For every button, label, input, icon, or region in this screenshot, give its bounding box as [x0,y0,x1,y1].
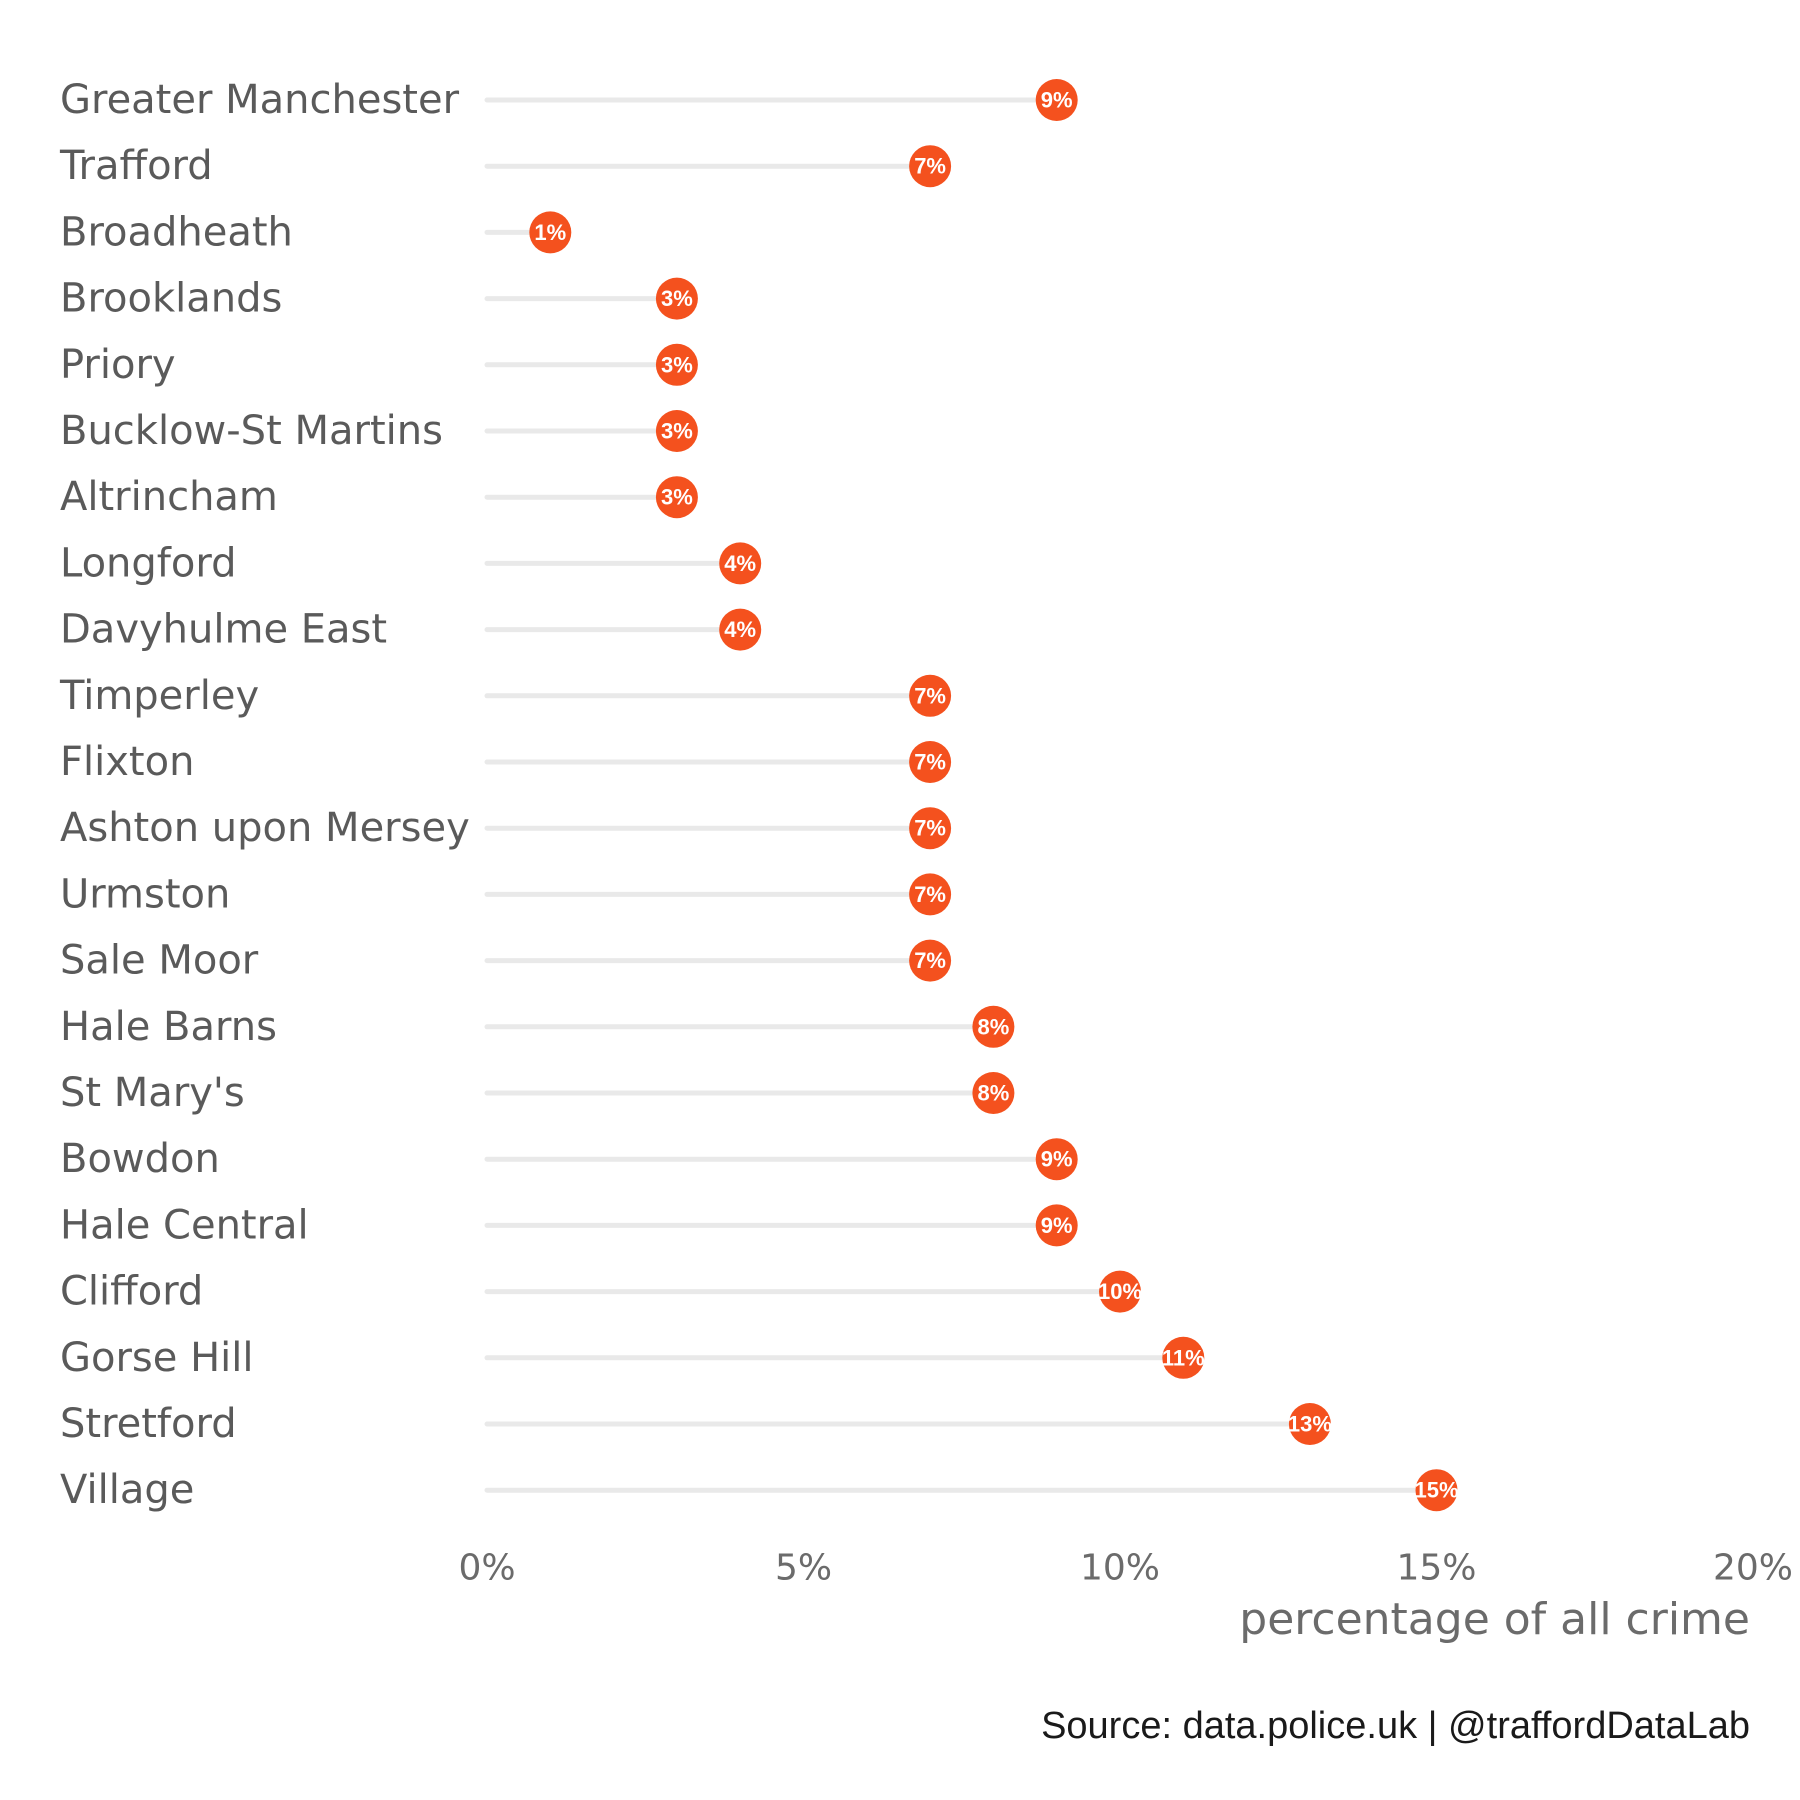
data-point [1035,1204,1078,1247]
data-point [909,807,952,850]
data-point [655,277,698,320]
data-label: 7% [914,154,946,179]
category-label: Bowdon [60,1136,220,1182]
data-point [1288,1403,1331,1445]
data-point [909,741,952,783]
data-label: 15% [1414,1478,1458,1503]
data-label: 1% [534,220,566,245]
category-label: Flixton [60,739,194,785]
data-label: 3% [661,419,693,444]
category-label: Brooklands [60,276,282,322]
data-label: 7% [914,750,946,775]
data-label: 8% [978,1014,1010,1039]
data-point [655,343,698,386]
x-axis-title: percentage of all crime [1239,1594,1750,1645]
data-point [719,608,762,651]
data-label: 7% [914,816,946,841]
x-tick-label: 20% [1713,1548,1793,1589]
data-point [1099,1270,1141,1313]
x-tick-label: 5% [775,1548,832,1589]
dots-group: 9% 7% 1% 3% 3% 3% 3% 4% 4% 7% 7% 7% 7% 7% 8% 8% 9% 9% 10% 1… [529,79,1459,1512]
category-label: Village [60,1467,194,1513]
category-label: St Mary's [60,1070,245,1116]
data-label: 4% [724,617,756,642]
category-label: Hale Central [60,1202,309,1248]
source-caption: Source: data.police.uk | @traffordDataLa… [1041,1705,1750,1747]
category-label: Stretford [60,1401,237,1447]
data-point [909,145,952,188]
category-label: Altrincham [60,474,278,520]
data-label: 3% [661,352,693,377]
data-label: 3% [661,485,693,510]
data-label: 9% [1041,1213,1073,1238]
data-label: 8% [978,1081,1010,1106]
category-label: Greater Manchester [60,77,460,123]
data-label: 9% [1041,88,1073,113]
data-point [655,476,698,519]
data-point [972,1072,1015,1114]
data-label: 11% [1162,1345,1205,1370]
data-label: 7% [914,882,946,907]
data-point [529,211,572,254]
category-label: Sale Moor [60,938,259,984]
category-labels-group: Greater Manchester Trafford Broadheath Broo… [59,77,470,1513]
data-label: 4% [724,551,756,576]
data-label: 13% [1288,1412,1332,1437]
category-label: Trafford [59,143,213,189]
x-tick-label: 15% [1396,1548,1476,1589]
data-label: 10% [1098,1279,1142,1304]
data-point [655,410,698,452]
category-label: Hale Barns [60,1004,277,1050]
data-label: 7% [914,948,946,973]
data-point [909,674,952,717]
category-label: Longford [60,540,236,586]
data-label: 9% [1041,1147,1073,1172]
category-label: Priory [60,342,176,388]
data-point [719,542,762,585]
stems-group [484,97,1439,1493]
category-label: Urmston [60,871,230,917]
data-point [1415,1469,1458,1512]
category-label: Davyhulme East [60,607,387,653]
data-point [1035,1138,1078,1181]
x-tick-label: 0% [458,1548,515,1589]
category-label: Ashton upon Mersey [60,805,470,851]
category-label: Timperley [59,673,259,719]
data-point [1035,79,1078,121]
data-label: 3% [661,286,693,311]
category-label: Broadheath [60,209,293,255]
data-label: 7% [914,683,946,708]
category-label: Bucklow-St Martins [60,408,443,454]
x-tick-label: 10% [1080,1548,1160,1589]
data-point [909,939,952,982]
data-point [909,873,952,916]
data-point [1162,1336,1205,1379]
category-label: Gorse Hill [60,1335,254,1381]
x-axis-ticks-group: 0% 5% 10% 15% 20% [458,1548,1793,1589]
category-label: Clifford [60,1269,203,1315]
data-point [972,1005,1015,1048]
